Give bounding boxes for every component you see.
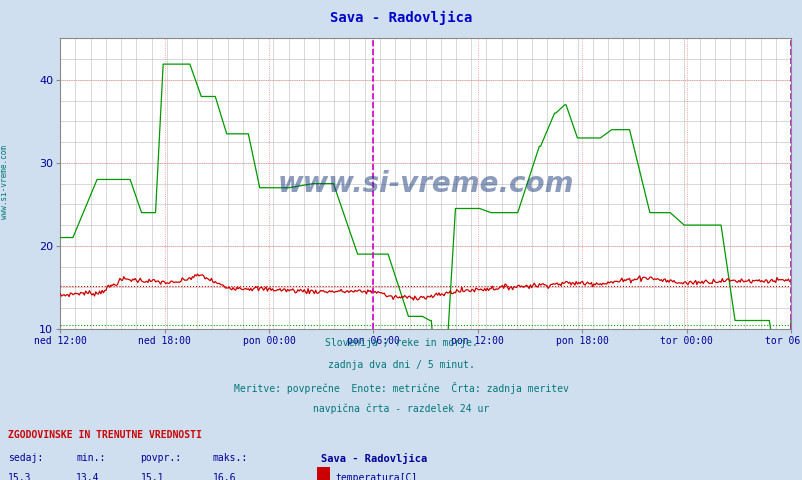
Text: Slovenija / reke in morje.: Slovenija / reke in morje. (325, 338, 477, 348)
Text: povpr.:: povpr.: (140, 453, 181, 463)
Text: Meritve: povprečne  Enote: metrične  Črta: zadnja meritev: Meritve: povprečne Enote: metrične Črta:… (233, 382, 569, 394)
Text: 16.6: 16.6 (213, 473, 236, 480)
Text: 13.4: 13.4 (76, 473, 99, 480)
Text: Sava - Radovljica: Sava - Radovljica (330, 11, 472, 25)
Text: 15.1: 15.1 (140, 473, 164, 480)
Text: maks.:: maks.: (213, 453, 248, 463)
Text: Sava - Radovljica: Sava - Radovljica (321, 453, 427, 464)
Text: 15.3: 15.3 (8, 473, 31, 480)
Text: min.:: min.: (76, 453, 106, 463)
Text: zadnja dva dni / 5 minut.: zadnja dva dni / 5 minut. (328, 360, 474, 370)
Text: ZGODOVINSKE IN TRENUTNE VREDNOSTI: ZGODOVINSKE IN TRENUTNE VREDNOSTI (8, 430, 201, 440)
Text: www.si-vreme.com: www.si-vreme.com (277, 169, 573, 198)
Text: navpična črta - razdelek 24 ur: navpična črta - razdelek 24 ur (313, 403, 489, 414)
Text: sedaj:: sedaj: (8, 453, 43, 463)
Text: temperatura[C]: temperatura[C] (335, 473, 417, 480)
Text: www.si-vreme.com: www.si-vreme.com (0, 145, 9, 219)
